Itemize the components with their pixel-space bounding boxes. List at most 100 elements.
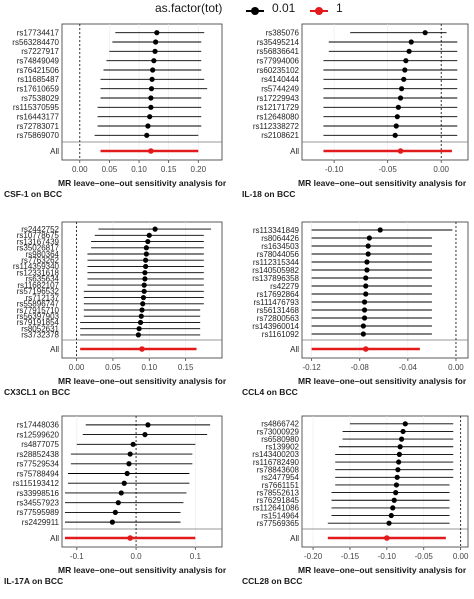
plot-area	[61, 23, 223, 161]
snp-label: rs143960014	[252, 322, 299, 331]
snp-label: rs8052631	[21, 324, 59, 333]
all-label: All	[50, 534, 59, 543]
plot-area	[301, 221, 469, 359]
snp-label: rs712137	[26, 293, 60, 302]
snp-point	[112, 509, 118, 516]
snp-label: rs6580980	[261, 435, 299, 444]
panel-caption-line2: CSF-1 on BCC	[4, 189, 63, 199]
snp-label: rs35495214	[257, 38, 300, 47]
snp-point	[146, 232, 152, 238]
snp-label: rs635634	[26, 275, 60, 284]
snp-point	[143, 263, 149, 270]
legend-title: as.factor(tot)	[155, 1, 223, 15]
plot-area	[301, 23, 469, 161]
snp-point	[127, 451, 133, 457]
snp-point	[140, 294, 147, 301]
snp-point	[363, 275, 369, 281]
snp-label: rs115370595	[13, 103, 60, 112]
snp-point	[124, 470, 130, 477]
snp-point	[390, 505, 396, 511]
snp-point	[148, 86, 155, 92]
snp-point	[151, 58, 157, 64]
snp-point	[361, 315, 368, 321]
snp-label: rs13167439	[17, 237, 60, 246]
snp-point	[139, 307, 145, 313]
x-tick-label: 0.20	[191, 165, 207, 174]
snp-label: rs76291845	[257, 496, 300, 505]
x-tick-label: 0.00	[72, 165, 88, 174]
x-tick-label: 0.00	[448, 363, 464, 372]
snp-label: rs112315344	[253, 258, 300, 267]
snp-label: rs73000929	[257, 427, 300, 436]
snp-label: rs112338272	[253, 122, 300, 131]
snp-label: rs77915710	[17, 306, 60, 315]
snp-point	[130, 441, 136, 447]
snp-point	[401, 76, 407, 82]
snp-point	[142, 431, 148, 438]
snp-point	[396, 459, 402, 465]
snp-point	[364, 259, 370, 265]
snp-point	[393, 123, 399, 129]
snp-label: rs76421506	[17, 66, 60, 75]
snp-label: rs17229943	[257, 94, 300, 103]
snp-point	[145, 422, 151, 428]
snp-label: rs115193412	[13, 479, 60, 488]
snp-point	[118, 490, 124, 496]
snp-label: rs16443177	[17, 112, 60, 121]
all-point	[397, 148, 404, 154]
snp-label: rs60235102	[257, 66, 300, 75]
snp-label: rs1634503	[261, 242, 299, 251]
x-tick-label: 0.00	[433, 165, 449, 174]
x-tick-label: -0.20	[304, 552, 323, 561]
snp-label: rs35026817	[17, 244, 60, 253]
snp-label: rs143400203	[252, 450, 299, 459]
snp-label: rs42279	[270, 282, 299, 291]
forest-plot-ccl28: rs4866742rs73000929rs6580980rs139902rs14…	[252, 415, 469, 561]
snp-point	[137, 319, 144, 326]
snp-point	[402, 67, 408, 73]
snp-label: rs4877075	[21, 440, 59, 449]
snp-label: rs111476793	[253, 298, 299, 307]
snp-point	[377, 227, 383, 233]
snp-point	[396, 451, 402, 457]
forest-panel-il18: rs385076 rs35495214 rs56836641 rs77994006 rs…	[238, 20, 474, 212]
snp-point	[395, 104, 401, 110]
snp-label: rs56836641	[257, 47, 300, 56]
snp-point	[397, 95, 404, 101]
x-tick-label: 0.00	[69, 363, 85, 372]
snp-point	[138, 313, 144, 319]
snp-point	[152, 48, 158, 54]
x-tick-label: -0.12	[303, 363, 322, 372]
snp-point	[153, 39, 159, 45]
snp-label: rs7661151	[262, 481, 300, 490]
snp-label: rs1161092	[262, 330, 300, 339]
x-tick-label: -0.04	[399, 363, 418, 372]
snp-label: rs113341849	[253, 226, 300, 235]
snp-point	[121, 480, 127, 486]
snp-point	[141, 288, 147, 294]
x-tick-label: -0.05	[379, 165, 398, 174]
forest-panel-il17a: rs17448036 rs12599620 rs4877075 rs28852438 r…	[0, 412, 228, 599]
snp-point	[109, 519, 115, 525]
snp-point	[402, 421, 408, 427]
legend-dot-0	[251, 7, 259, 15]
forest-plot-ccl4: rs113341849rs8064426rs1634503rs78044056r…	[252, 221, 469, 372]
all-point	[139, 346, 145, 352]
snp-label: rs7538029	[21, 94, 59, 103]
snp-point	[145, 123, 151, 129]
snp-point	[148, 104, 154, 110]
snp-point	[150, 67, 156, 73]
x-tick-label: -0.15	[341, 552, 360, 561]
snp-label: rs8064426	[261, 234, 299, 243]
snp-point	[408, 39, 414, 45]
x-tick-label: 0.10	[141, 363, 157, 372]
snp-label: rs2442752	[21, 225, 59, 234]
snp-point	[136, 326, 142, 332]
snp-point	[393, 490, 399, 496]
legend-label-0: 0.01	[272, 1, 296, 15]
snp-label: rs112641086	[253, 504, 300, 513]
snp-label: rs11685487	[17, 75, 59, 84]
snp-point	[142, 276, 148, 282]
snp-point	[115, 500, 121, 506]
x-tick-label: 0.05	[105, 363, 121, 372]
